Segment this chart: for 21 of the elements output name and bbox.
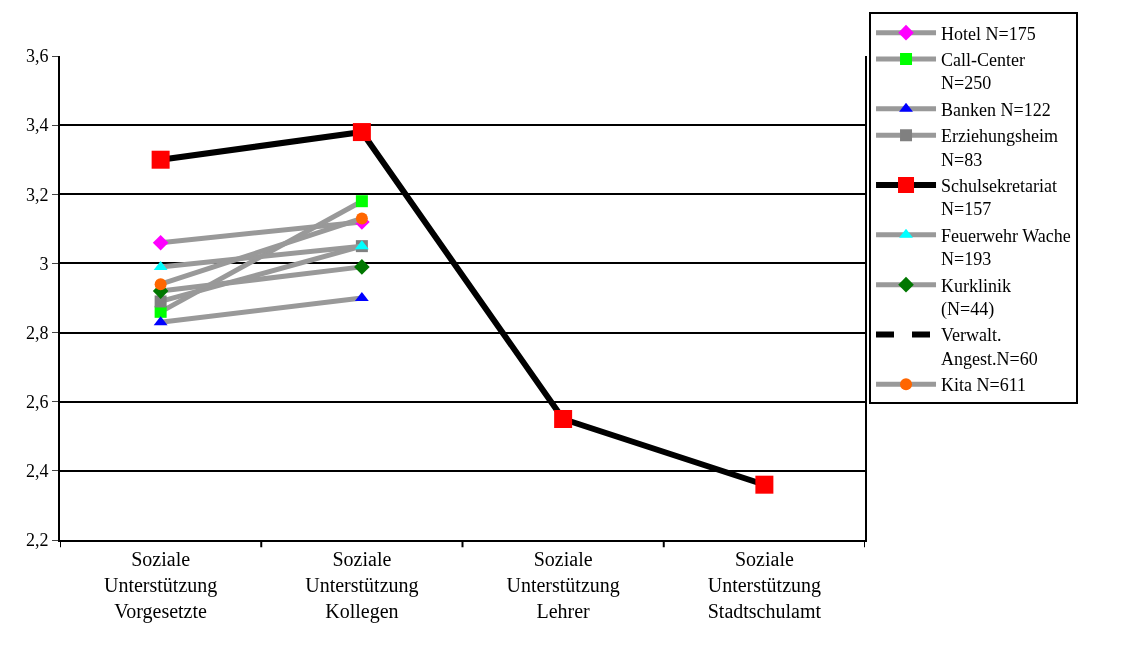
legend-label: Kurklinik (N=44)	[941, 275, 1012, 321]
y-tick-label: 3,4	[25, 115, 49, 136]
y-tick-label: 3	[39, 253, 49, 274]
legend-label: Verwalt. Angest.N=60	[941, 325, 1038, 369]
y-tick-label: 2,6	[25, 392, 49, 413]
x-tick-label: Soziale Unterstützung Stadtschulamt	[707, 548, 822, 622]
x-tick-label: Soziale Unterstützung Kollegen	[305, 548, 419, 623]
legend-label: Feuerwehr Wache N=193	[941, 225, 1071, 270]
legend-label: Call-Center N=250	[941, 50, 1026, 94]
legend-label: Kita N=611	[941, 375, 1027, 396]
legend-label: Banken N=122	[941, 99, 1051, 120]
y-tick-label: 2,2	[25, 530, 49, 551]
x-tick-label: Soziale Unterstützung Lehrer	[506, 548, 620, 622]
legend-label: Hotel N=175	[941, 23, 1036, 44]
legend-label: Erziehungsheim N=83	[941, 126, 1058, 170]
x-tick-label: Soziale Unterstützung Vorgesetzte	[103, 548, 218, 623]
y-tick-label: 3,6	[25, 46, 49, 67]
y-tick-label: 2,4	[25, 461, 49, 482]
y-tick-label: 2,8	[25, 322, 49, 343]
y-tick-label: 3,2	[25, 184, 49, 205]
legend-label: Schulsekretariat N=157	[941, 176, 1057, 220]
